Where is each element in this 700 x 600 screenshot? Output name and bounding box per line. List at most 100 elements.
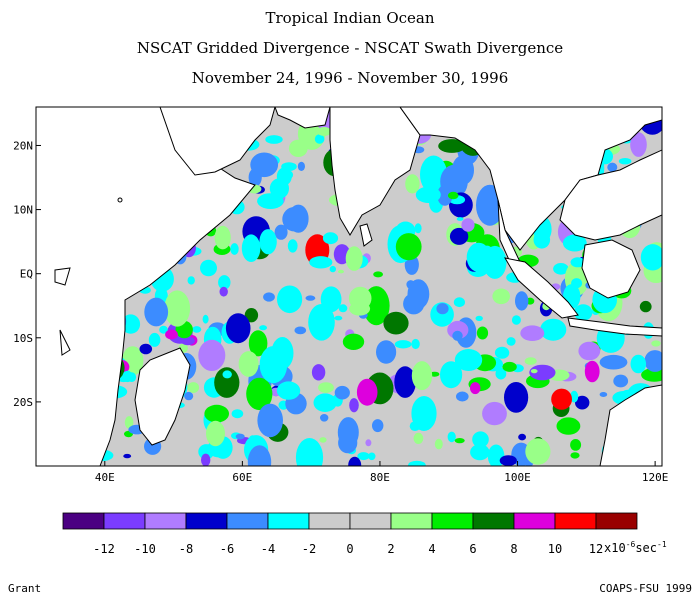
x-tick-label: 80E: [370, 471, 390, 484]
colorbar-swatch: [62, 512, 105, 530]
divergence-patch: [311, 364, 326, 381]
divergence-patch: [456, 391, 469, 402]
divergence-patch: [447, 431, 456, 443]
divergence-patch: [259, 229, 277, 255]
divergence-patch: [529, 364, 556, 381]
divergence-patch: [357, 452, 370, 461]
y-tick-label: 10N: [13, 204, 33, 217]
divergence-patch: [487, 444, 505, 466]
divergence-patch: [283, 170, 294, 180]
divergence-patch: [356, 378, 378, 406]
sumatra: [503, 257, 579, 319]
divergence-patch: [297, 161, 305, 171]
divergence-patch: [192, 326, 202, 333]
divergence-patch: [123, 453, 132, 459]
divergence-patch: [502, 361, 517, 372]
divergence-patch: [308, 304, 335, 341]
x-tick-label: 120E: [642, 471, 669, 484]
divergence-patch: [394, 366, 416, 398]
divergence-patch: [470, 444, 490, 461]
divergence-patch: [607, 162, 618, 172]
plot-frame: [35, 106, 663, 467]
divergence-patch: [570, 452, 580, 459]
divergence-patch: [246, 377, 273, 411]
divergence-patch: [494, 346, 510, 359]
colorbar-swatch: [144, 512, 187, 530]
divergence-patch: [524, 357, 537, 365]
divergence-patch: [334, 315, 343, 321]
divergence-patch: [309, 256, 333, 269]
colorbar-swatch: [308, 512, 351, 530]
divergence-patch: [414, 223, 422, 234]
divergence-patch: [274, 224, 288, 240]
divergence-patch: [165, 329, 178, 340]
divergence-patch: [395, 233, 422, 261]
sri-lanka: [359, 223, 373, 247]
divergence-patch: [454, 349, 483, 371]
divergence-patch: [214, 225, 231, 250]
divergence-patch: [408, 460, 426, 466]
y-tick-label: 20N: [13, 139, 33, 152]
divergence-patch: [376, 340, 397, 364]
divergence-patch: [164, 290, 191, 327]
colorbar-swatch: [226, 512, 269, 530]
divergence-patch: [411, 338, 420, 350]
divergence-patch: [470, 382, 481, 395]
colorbar-tick-label: 4: [428, 542, 435, 556]
divergence-patch: [218, 275, 231, 290]
divergence-patch: [235, 433, 245, 440]
divergence-patch: [436, 303, 449, 315]
divergence-patch: [148, 332, 161, 347]
colorbar-swatch: [267, 512, 310, 530]
divergence-patch: [184, 391, 194, 401]
lake-island: [54, 267, 71, 286]
divergence-patch: [349, 398, 359, 413]
colorbar-units: x10-6sec-1: [604, 540, 667, 555]
axis-ticks: 40E 60E 80E 100E 120E 20N 10N EQ 10S 20S: [13, 139, 668, 484]
divergence-patch: [349, 302, 371, 316]
divergence-patch: [415, 186, 441, 203]
divergence-patch: [644, 350, 662, 372]
colorbar-swatch: [349, 512, 392, 530]
divergence-patch: [345, 246, 363, 271]
divergence-patch: [187, 382, 200, 393]
y-tick-label: 20S: [13, 396, 33, 409]
divergence-patch: [383, 311, 409, 335]
divergence-patch: [562, 234, 587, 252]
y-tick-label: 10S: [13, 332, 33, 345]
divergence-patch: [365, 439, 372, 447]
divergence-patch: [265, 135, 283, 144]
colorbar: -12 -10 -8 -6 -4 -2 0 2 4 6 8 10 12: [62, 512, 638, 556]
divergence-patch: [230, 243, 239, 255]
colorbar-swatch: [472, 512, 515, 530]
divergence-patch: [294, 326, 307, 335]
colorbar-tick-label: -2: [302, 542, 316, 556]
divergence-patch: [476, 326, 489, 340]
divergence-patch: [368, 452, 376, 461]
divergence-patch: [466, 242, 491, 272]
divergence-patch: [187, 276, 195, 285]
divergence-patch: [499, 455, 517, 466]
y-tick-label: EQ: [20, 268, 33, 281]
divergence-patch: [571, 278, 583, 289]
divergence-patch: [238, 351, 259, 377]
colorbar-tick-label: 8: [510, 542, 517, 556]
lake-island: [59, 329, 71, 356]
divergence-patch: [503, 382, 529, 413]
divergence-patch: [639, 300, 652, 313]
divergence-patch: [124, 416, 134, 429]
divergence-patch: [320, 414, 329, 422]
divergence-patch: [248, 330, 268, 357]
colorbar-tick-label: -10: [134, 542, 156, 556]
divergence-patch: [250, 152, 279, 178]
divergence-patch: [475, 315, 483, 321]
divergence-patch: [411, 396, 437, 431]
colorbar-swatch: [185, 512, 228, 530]
date-range: November 24, 1996 - November 30, 1996: [191, 69, 509, 87]
persia-coast: [274, 107, 331, 129]
divergence-patch: [570, 439, 582, 451]
x-tick-label: 40E: [95, 471, 115, 484]
socotra: [117, 197, 123, 203]
divergence-patch: [599, 392, 608, 397]
divergence-patch: [276, 381, 301, 400]
